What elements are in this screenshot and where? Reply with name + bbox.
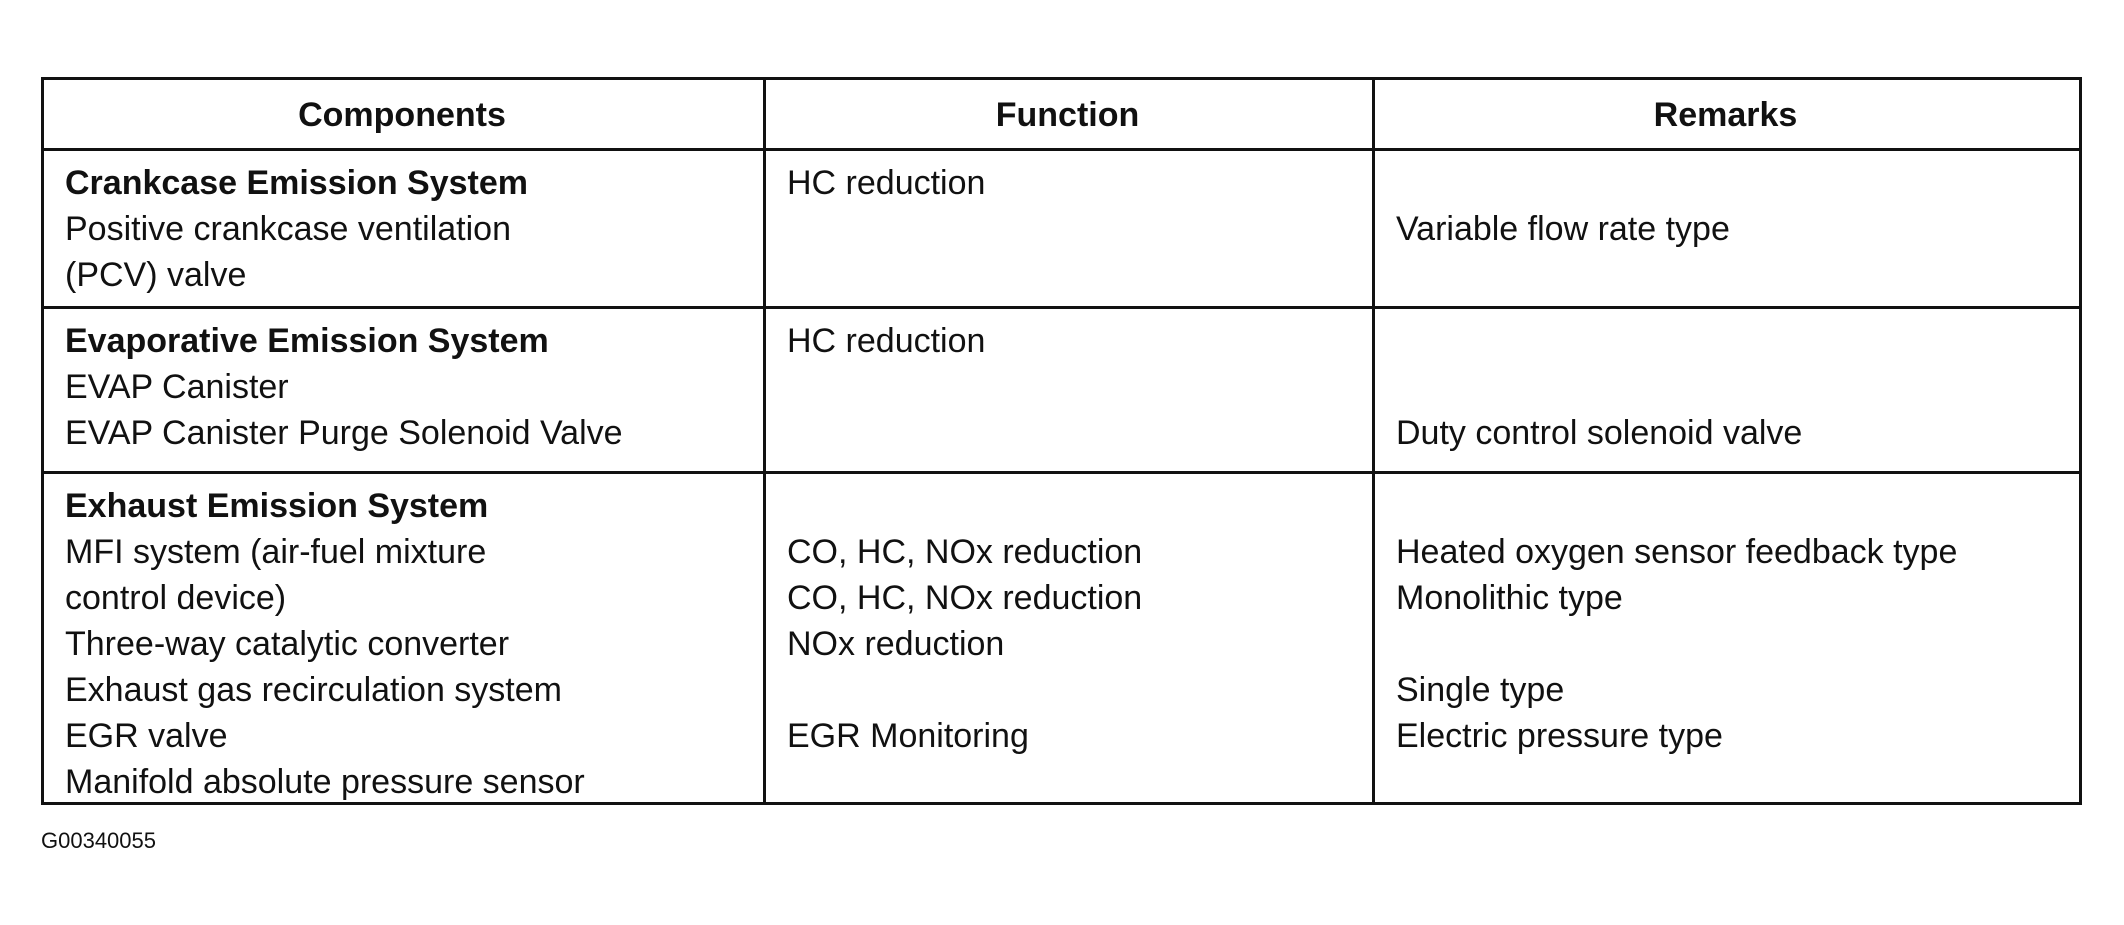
rule xyxy=(41,306,2082,309)
cell-text: EVAP Canister Purge Solenoid Valve xyxy=(65,414,623,452)
cell-text: Three-way catalytic converter xyxy=(65,625,510,663)
cell-text: EVAP Canister xyxy=(65,368,289,406)
cell-text: HC reduction xyxy=(787,164,986,202)
rule xyxy=(41,77,44,805)
cell-text: (PCV) valve xyxy=(65,256,247,294)
cell-text: CO, HC, NOx reduction xyxy=(787,533,1143,571)
cell-text: Electric pressure type xyxy=(1396,717,1723,755)
cell-text: Duty control solenoid valve xyxy=(1396,414,1803,452)
rule xyxy=(1372,77,1375,805)
rule xyxy=(41,802,2082,805)
section-title: Exhaust Emission System xyxy=(65,487,489,525)
rule xyxy=(2079,77,2082,805)
rule xyxy=(41,471,2082,474)
figure-id: G00340055 xyxy=(41,828,156,853)
rule xyxy=(41,148,2082,151)
section-title: Crankcase Emission System xyxy=(65,164,529,202)
cell-text: HC reduction xyxy=(787,322,986,360)
cell-text: CO, HC, NOx reduction xyxy=(787,579,1143,617)
column-header: Function xyxy=(995,96,1140,134)
cell-text: NOx reduction xyxy=(787,625,1005,663)
cell-text: EGR valve xyxy=(65,717,228,755)
rule xyxy=(41,77,2082,80)
cell-text: Single type xyxy=(1396,671,1565,709)
column-header: Components xyxy=(298,96,506,134)
cell-text: Monolithic type xyxy=(1396,579,1623,617)
rule xyxy=(763,77,766,805)
section-title: Evaporative Emission System xyxy=(65,322,549,360)
cell-text: Positive crankcase ventilation xyxy=(65,210,512,248)
cell-text: Variable flow rate type xyxy=(1396,210,1730,248)
cell-text: control device) xyxy=(65,579,287,617)
cell-text: MFI system (air-fuel mixture xyxy=(65,533,487,571)
cell-text: EGR Monitoring xyxy=(787,717,1029,755)
cell-text: Manifold absolute pressure sensor xyxy=(65,763,585,801)
cell-text: Exhaust gas recirculation system xyxy=(65,671,562,709)
column-header: Remarks xyxy=(1653,96,1798,134)
cell-text: Heated oxygen sensor feedback type xyxy=(1396,533,1958,571)
